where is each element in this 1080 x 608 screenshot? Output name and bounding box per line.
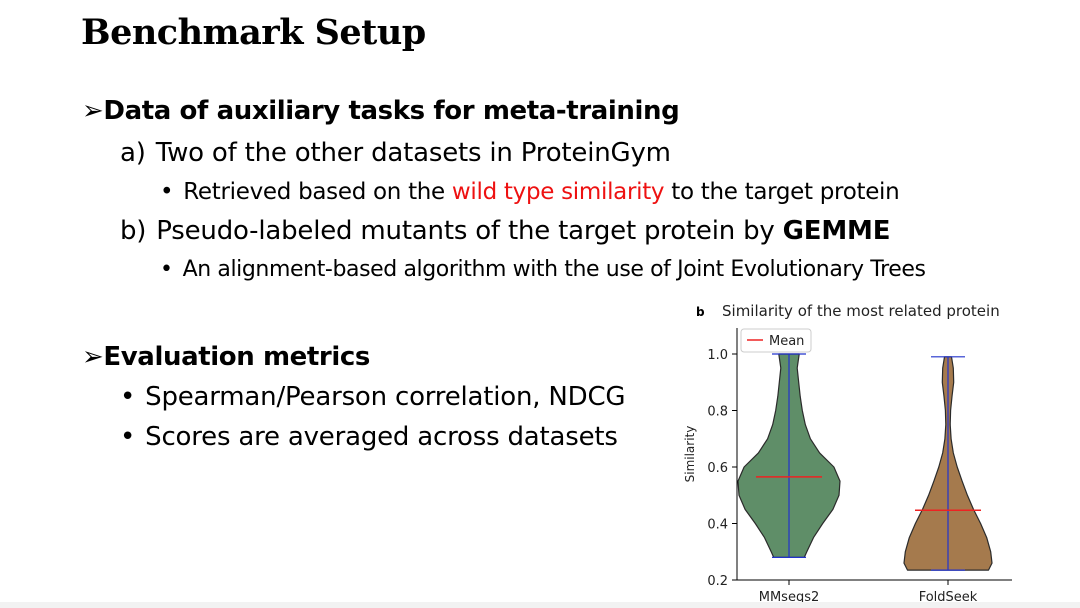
sub-bullet-text-after: to the target protein [664, 179, 900, 205]
legend-mean-label: Mean [769, 334, 804, 349]
bullet-icon: • [120, 382, 136, 412]
chart-title: Similarity of the most related protein [722, 302, 1000, 320]
metric-bullet: • Spearman/Pearson correlation, NDCG [120, 382, 626, 412]
y-tick-label: 1.0 [707, 348, 728, 363]
arrow-bullet-icon: ➢ [82, 342, 104, 372]
metric-bullet-text: Spearman/Pearson correlation, NDCG [145, 382, 626, 412]
bullet-icon: • [120, 422, 136, 452]
sub-bullet-text-before: Retrieved based on the [183, 179, 452, 205]
section-heading-text: Data of auxiliary tasks for meta-trainin… [103, 96, 680, 126]
violin-chart: b Similarity of the most related protein 0… [683, 302, 1012, 604]
y-axis-label: Similarity [683, 426, 697, 483]
list-marker: a) [120, 138, 146, 168]
list-marker: b) [120, 216, 147, 246]
list-item-text: Pseudo-labeled mutants of the target pro… [156, 216, 783, 246]
y-tick-label: 0.8 [707, 405, 728, 420]
bullet-icon: • [160, 179, 174, 205]
section-heading-metrics: ➢Evaluation metrics [82, 342, 370, 372]
metric-bullet: • Scores are averaged across datasets [120, 422, 618, 452]
y-tick-label: 0.2 [707, 574, 728, 589]
list-item-b: b) Pseudo-labeled mutants of the target p… [120, 216, 890, 246]
sub-bullet-retrieved: • Retrieved based on the wild type simila… [160, 179, 900, 205]
bold-text: GEMME [782, 216, 891, 246]
arrow-bullet-icon: ➢ [82, 96, 104, 126]
section-heading-data: ➢Data of auxiliary tasks for meta-traini… [82, 96, 680, 126]
bullet-icon: • [160, 257, 173, 282]
legend-box [740, 328, 812, 353]
highlight-text: wild type similarity [451, 179, 665, 205]
list-item-text: Two of the other datasets in ProteinGym [155, 138, 671, 168]
bottom-band [0, 602, 1080, 608]
panel-label: b [696, 305, 705, 319]
slide-title: Benchmark Setup [81, 12, 426, 53]
metric-bullet-text: Scores are averaged across datasets [145, 422, 618, 452]
section-heading-text: Evaluation metrics [103, 342, 370, 372]
sub-bullet-alignment: • An alignment-based algorithm with the u… [160, 257, 926, 282]
x-tick-label: MMseqs2 [759, 590, 820, 604]
list-item-a: a) Two of the other datasets in ProteinGy… [120, 138, 671, 168]
y-tick-label: 0.4 [707, 518, 728, 533]
sub-bullet-text: An alignment-based algorithm with the us… [182, 257, 926, 282]
y-tick-label: 0.6 [707, 461, 728, 476]
x-tick-label: FoldSeek [919, 590, 978, 604]
